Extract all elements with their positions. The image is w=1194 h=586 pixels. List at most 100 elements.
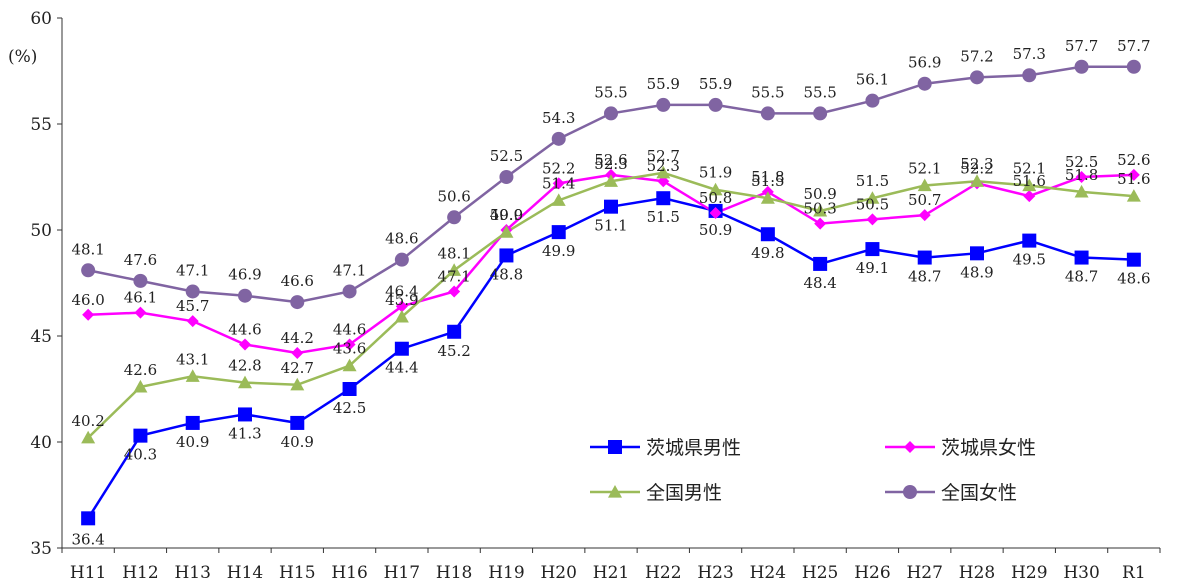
data-point	[813, 256, 828, 271]
data-point	[1074, 184, 1089, 198]
data-label: 55.9	[647, 75, 680, 93]
data-label: 48.6	[385, 230, 418, 248]
data-label: 48.6	[1117, 270, 1150, 288]
data-point	[760, 191, 775, 204]
data-point	[604, 199, 618, 214]
data-label: 42.7	[281, 359, 314, 377]
data-label: 51.8	[751, 168, 784, 186]
data-point	[238, 407, 252, 422]
data-label: 48.1	[71, 240, 104, 258]
data-point	[814, 217, 827, 230]
data-point	[499, 225, 514, 238]
data-label: 44.4	[385, 359, 418, 377]
data-label: 40.9	[176, 433, 209, 451]
data-label: 43.1	[176, 350, 209, 368]
x-tick-label: H27	[906, 563, 942, 583]
data-point	[708, 97, 723, 112]
data-point	[239, 338, 251, 351]
data-point	[447, 324, 462, 339]
data-label: 54.3	[542, 109, 575, 127]
data-point	[1022, 178, 1037, 192]
x-tick-label: H13	[174, 563, 210, 583]
data-label: 45.2	[437, 342, 470, 360]
data-point	[499, 170, 514, 184]
x-tick-label: H18	[436, 563, 472, 583]
data-point	[290, 295, 305, 310]
data-label: 51.5	[647, 208, 680, 226]
data-point	[552, 177, 565, 190]
data-label: 40.9	[281, 433, 314, 451]
data-point	[551, 131, 566, 146]
data-label: 52.6	[1117, 151, 1150, 169]
x-tick-label: H14	[227, 563, 263, 583]
data-point	[394, 309, 409, 323]
data-label: 52.1	[1013, 159, 1046, 177]
x-tick-label: H21	[593, 563, 629, 583]
data-label: 52.5	[1065, 153, 1098, 171]
data-label: 50.8	[699, 189, 732, 207]
data-point	[133, 273, 148, 288]
data-point	[134, 306, 147, 319]
data-label: 49.5	[1013, 251, 1046, 269]
data-point	[185, 369, 200, 382]
data-point	[1127, 168, 1140, 181]
x-tick-label: H30	[1063, 563, 1099, 583]
data-label: 40.2	[71, 412, 104, 430]
data-point	[918, 209, 931, 222]
data-label: 51.1	[594, 217, 627, 235]
data-point	[760, 227, 775, 242]
data-label: 51.4	[542, 174, 575, 192]
data-point	[342, 284, 357, 299]
data-point	[290, 415, 305, 430]
data-label: 42.5	[333, 399, 366, 417]
data-label: 51.8	[1065, 166, 1098, 184]
data-point	[656, 97, 671, 112]
data-label: 46.9	[228, 266, 261, 284]
legend-label: 全国男性	[646, 482, 722, 504]
x-tick-label: H15	[279, 563, 315, 583]
data-label: 50.6	[437, 187, 470, 205]
data-label: 46.4	[385, 282, 418, 300]
data-label: 52.2	[960, 159, 993, 177]
data-point	[709, 207, 722, 220]
data-point	[238, 288, 252, 303]
data-label: 50.9	[803, 185, 836, 203]
data-label: 42.8	[228, 357, 261, 375]
data-point	[970, 246, 984, 261]
data-label: 51.5	[856, 172, 889, 190]
data-point	[865, 93, 880, 108]
data-point	[604, 106, 618, 121]
data-point	[447, 263, 462, 276]
data-point	[903, 485, 917, 499]
data-label: 51.6	[1013, 172, 1046, 190]
x-tick-label: H11	[70, 563, 106, 583]
data-label: 43.6	[333, 340, 366, 358]
data-point	[813, 203, 828, 217]
data-point	[81, 430, 96, 444]
legend-label: 全国女性	[941, 482, 1017, 504]
data-point	[1023, 190, 1036, 203]
x-tick-label: H26	[854, 563, 890, 583]
legend-label: 茨城県女性	[941, 437, 1036, 459]
data-point	[448, 285, 461, 298]
data-point	[133, 379, 148, 393]
data-point	[394, 341, 409, 356]
data-label: 46.1	[124, 289, 157, 307]
data-point	[1022, 68, 1037, 83]
data-label: 55.5	[594, 83, 627, 101]
data-label: 52.7	[647, 147, 680, 165]
data-point	[81, 263, 96, 278]
data-point	[904, 441, 916, 453]
data-label: 49.8	[751, 244, 784, 262]
x-tick-label: H24	[750, 563, 786, 583]
data-label: 48.7	[1065, 268, 1098, 286]
data-label: 40.3	[124, 446, 157, 464]
data-label: 49.9	[542, 242, 575, 260]
legend-label: 茨城県男性	[646, 437, 741, 459]
data-point	[82, 308, 95, 321]
data-point	[1022, 233, 1037, 248]
data-point	[866, 213, 879, 226]
data-label: 56.9	[908, 54, 941, 72]
data-label: 41.3	[228, 424, 261, 442]
data-label: 52.3	[647, 157, 680, 175]
